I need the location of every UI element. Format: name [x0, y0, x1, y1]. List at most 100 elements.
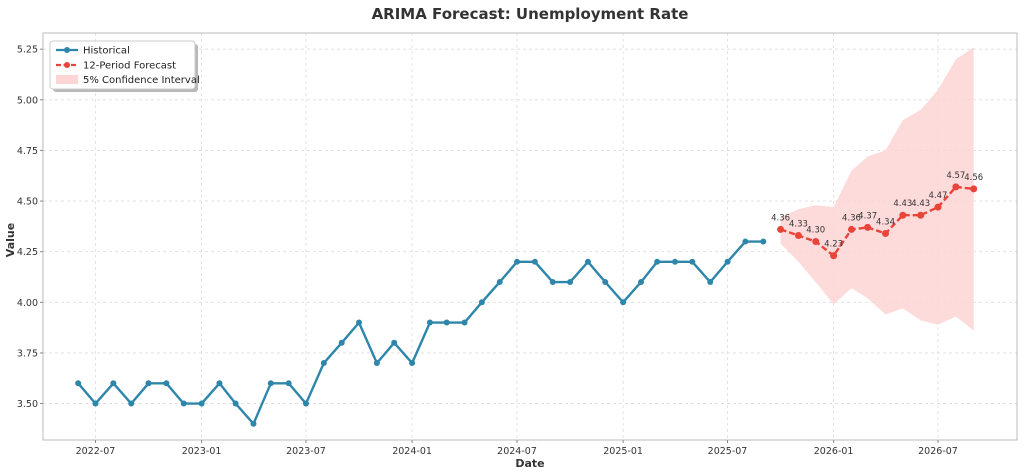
- historical-point: [75, 380, 82, 387]
- grid: [43, 33, 1017, 440]
- historical-point: [92, 400, 99, 407]
- legend-confidence-swatch: [56, 75, 78, 84]
- historical-point: [232, 400, 239, 407]
- x-tick-label: 2023-01: [182, 446, 222, 457]
- historical-point: [760, 238, 767, 245]
- historical-point: [602, 279, 609, 286]
- forecast-data-label: 4.47: [929, 191, 948, 201]
- forecast-data-label: 4.33: [789, 219, 808, 229]
- historical-point: [689, 258, 696, 265]
- forecast-data-label: 4.34: [876, 217, 895, 227]
- legend-confidence-label: 5% Confidence Interval: [83, 75, 200, 86]
- historical-point: [163, 380, 170, 387]
- forecast-point: [777, 225, 785, 233]
- historical-point: [654, 258, 661, 265]
- y-axis-label: Value: [4, 223, 17, 257]
- y-tick-label: 4.50: [17, 197, 38, 208]
- historical-point: [620, 299, 627, 306]
- historical-point: [320, 360, 327, 367]
- historical-point: [638, 279, 645, 286]
- historical-line: [77, 240, 764, 425]
- historical-point: [373, 360, 380, 367]
- historical-point: [496, 279, 503, 286]
- y-tick-label: 3.50: [17, 399, 38, 410]
- x-tick-label: 2024-07: [497, 446, 537, 457]
- historical-point: [180, 400, 187, 407]
- historical-point: [145, 380, 152, 387]
- y-axis-ticks: 3.50 3.75 4.00 4.25 4.50 4.75 5.00 5.25: [17, 45, 43, 410]
- forecast-point: [899, 211, 907, 219]
- x-tick-label: 2026-07: [918, 446, 958, 457]
- x-axis-label: Date: [515, 457, 544, 470]
- x-tick-label: 2025-01: [603, 446, 643, 457]
- historical-point: [584, 258, 591, 265]
- forecast-point: [812, 238, 820, 246]
- x-tick-label: 2023-07: [286, 446, 326, 457]
- forecast-data-labels: 4.364.334.304.234.364.374.344.434.434.47…: [771, 171, 983, 250]
- forecast-data-label: 4.37: [858, 211, 877, 221]
- historical-point: [391, 339, 398, 346]
- legend-historical-marker: [64, 47, 70, 53]
- forecast-point: [830, 252, 838, 260]
- historical-point: [707, 279, 714, 286]
- forecast-data-label: 4.57: [946, 171, 965, 181]
- forecast-line: [780, 185, 974, 257]
- historical-point: [198, 400, 205, 407]
- confidence-interval-area: [780, 47, 974, 331]
- forecast-data-label: 4.43: [911, 199, 930, 209]
- historical-point: [443, 319, 450, 326]
- x-axis-ticks: 2022-07 2023-01 2023-07 2024-01 2024-07 2025-…: [76, 440, 958, 457]
- x-tick-label: 2022-07: [76, 446, 116, 457]
- legend-box: [49, 40, 196, 90]
- y-tick-label: 3.75: [17, 348, 38, 359]
- chart-title: ARIMA Forecast: Unemployment Rate: [372, 5, 689, 23]
- forecast-point: [934, 203, 942, 211]
- historical-point: [110, 380, 117, 387]
- y-tick-label: 4.25: [17, 247, 38, 258]
- forecast-series: [777, 183, 978, 260]
- historical-point: [426, 319, 433, 326]
- y-tick-label: 4.75: [17, 146, 38, 157]
- forecast-data-label: 4.43: [893, 199, 912, 209]
- plot-frame: [42, 32, 1018, 441]
- forecast-data-label: 4.30: [806, 226, 825, 236]
- forecast-point: [864, 223, 872, 231]
- historical-point: [250, 420, 257, 427]
- legend-historical-label: Historical: [83, 46, 130, 57]
- x-tick-label: 2026-01: [814, 446, 854, 457]
- forecast-point: [847, 225, 855, 233]
- historical-point: [285, 380, 292, 387]
- forecast-data-label: 4.36: [842, 213, 861, 223]
- historical-point: [409, 360, 416, 367]
- historical-series: [75, 238, 767, 427]
- historical-point: [267, 380, 274, 387]
- historical-point: [672, 258, 679, 265]
- forecast-data-label: 4.56: [964, 173, 983, 183]
- confidence-band: [780, 47, 974, 331]
- x-tick-label: 2024-01: [392, 446, 432, 457]
- legend: Historical 12-Period Forecast 5% Confide…: [49, 40, 200, 92]
- forecast-point: [794, 231, 802, 239]
- historical-point: [724, 258, 731, 265]
- forecast-point: [917, 211, 925, 219]
- forecast-data-label: 4.23: [824, 240, 843, 250]
- forecast-data-label: 4.36: [771, 213, 790, 223]
- historical-point: [356, 319, 363, 326]
- historical-point: [567, 279, 574, 286]
- historical-point: [514, 258, 521, 265]
- y-tick-label: 5.25: [17, 45, 38, 56]
- historical-point: [531, 258, 538, 265]
- historical-point: [478, 299, 485, 306]
- historical-point: [216, 380, 223, 387]
- legend-forecast-label: 12-Period Forecast: [83, 61, 176, 72]
- historical-point: [128, 400, 135, 407]
- forecast-point: [970, 185, 978, 193]
- forecast-point: [952, 183, 960, 191]
- historical-point: [302, 400, 309, 407]
- y-tick-label: 4.00: [17, 298, 38, 309]
- legend-forecast-marker: [64, 62, 70, 68]
- historical-point: [461, 319, 468, 326]
- y-tick-label: 5.00: [17, 95, 38, 106]
- historical-point: [742, 238, 749, 245]
